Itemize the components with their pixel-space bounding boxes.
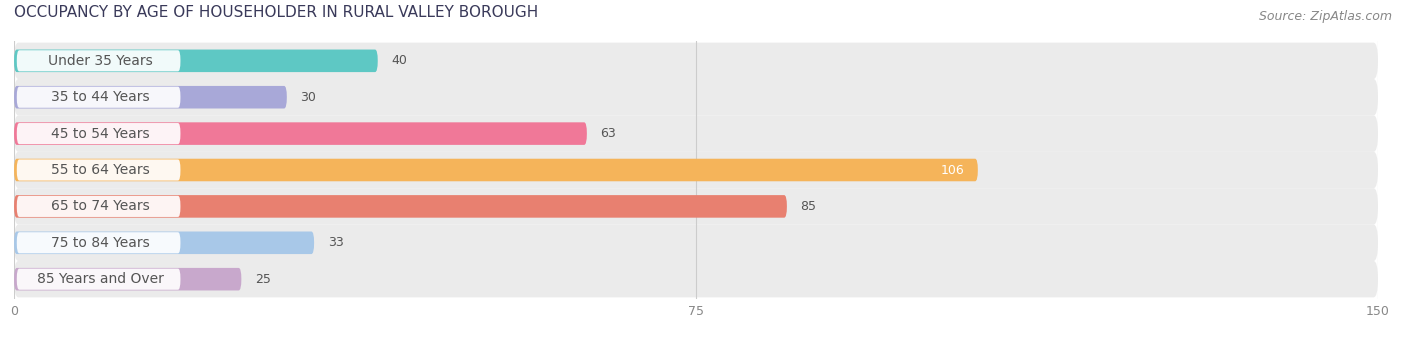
Text: 75 to 84 Years: 75 to 84 Years xyxy=(51,236,150,250)
Text: 55 to 64 Years: 55 to 64 Years xyxy=(51,163,150,177)
FancyBboxPatch shape xyxy=(14,42,1378,79)
Text: 25: 25 xyxy=(254,273,271,286)
Text: OCCUPANCY BY AGE OF HOUSEHOLDER IN RURAL VALLEY BOROUGH: OCCUPANCY BY AGE OF HOUSEHOLDER IN RURAL… xyxy=(14,5,538,20)
FancyBboxPatch shape xyxy=(14,115,1378,152)
FancyBboxPatch shape xyxy=(17,196,180,217)
Text: 85: 85 xyxy=(800,200,817,213)
FancyBboxPatch shape xyxy=(17,87,180,108)
Text: 85 Years and Over: 85 Years and Over xyxy=(37,272,165,286)
FancyBboxPatch shape xyxy=(14,225,1378,261)
FancyBboxPatch shape xyxy=(14,232,314,254)
Text: 40: 40 xyxy=(391,54,408,67)
FancyBboxPatch shape xyxy=(14,268,242,290)
FancyBboxPatch shape xyxy=(17,269,180,290)
FancyBboxPatch shape xyxy=(14,159,977,181)
Text: 65 to 74 Years: 65 to 74 Years xyxy=(51,199,150,214)
FancyBboxPatch shape xyxy=(14,188,1378,225)
Text: 45 to 54 Years: 45 to 54 Years xyxy=(51,126,150,141)
Text: 35 to 44 Years: 35 to 44 Years xyxy=(51,90,150,104)
FancyBboxPatch shape xyxy=(14,195,787,218)
Text: 33: 33 xyxy=(328,236,343,249)
FancyBboxPatch shape xyxy=(17,232,180,253)
Text: Source: ZipAtlas.com: Source: ZipAtlas.com xyxy=(1258,10,1392,23)
FancyBboxPatch shape xyxy=(14,122,586,145)
FancyBboxPatch shape xyxy=(14,50,378,72)
Text: 30: 30 xyxy=(301,91,316,104)
FancyBboxPatch shape xyxy=(14,79,1378,115)
FancyBboxPatch shape xyxy=(14,152,1378,188)
FancyBboxPatch shape xyxy=(17,159,180,181)
FancyBboxPatch shape xyxy=(14,261,1378,298)
FancyBboxPatch shape xyxy=(14,86,287,108)
Text: 106: 106 xyxy=(941,164,965,176)
FancyBboxPatch shape xyxy=(17,123,180,144)
FancyBboxPatch shape xyxy=(17,50,180,71)
Text: 63: 63 xyxy=(600,127,616,140)
Text: Under 35 Years: Under 35 Years xyxy=(48,54,153,68)
